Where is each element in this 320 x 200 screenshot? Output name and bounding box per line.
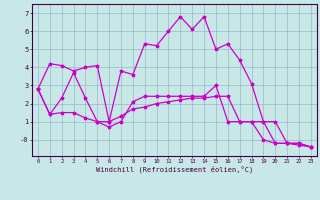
X-axis label: Windchill (Refroidissement éolien,°C): Windchill (Refroidissement éolien,°C) (96, 166, 253, 173)
